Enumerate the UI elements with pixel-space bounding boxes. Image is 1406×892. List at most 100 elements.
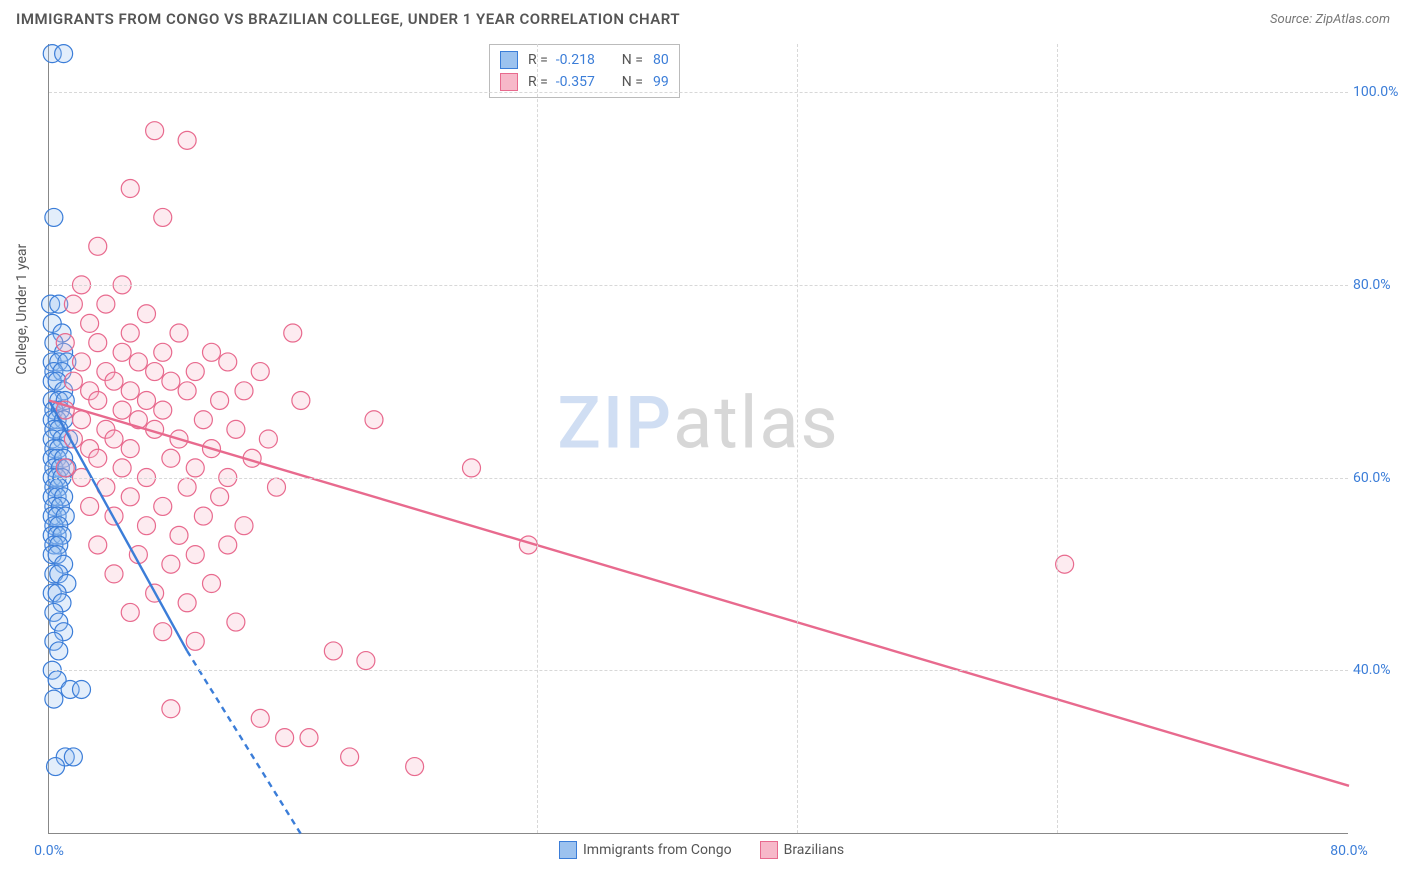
r-value-congo: -0.218 [556, 49, 608, 71]
scatter-point-brazilians [235, 382, 253, 400]
r-label: R = [528, 49, 548, 71]
n-value-congo: 80 [653, 49, 669, 71]
scatter-point-brazilians [162, 372, 180, 390]
scatter-point-congo [45, 208, 63, 226]
scatter-point-brazilians [121, 382, 139, 400]
scatter-point-congo [45, 690, 63, 708]
n-label: N = [622, 71, 643, 93]
scatter-point-brazilians [194, 411, 212, 429]
x-tick-label: 80.0% [1330, 843, 1368, 859]
scatter-point-brazilians [138, 391, 156, 409]
scatter-point-brazilians [194, 507, 212, 525]
scatter-point-brazilians [178, 594, 196, 612]
legend-item-brazilians: Brazilians [760, 841, 845, 859]
chart-plot-area: ZIPatlas R = -0.218 N = 80 R = -0.357 N … [48, 44, 1348, 834]
legend-row-congo: R = -0.218 N = 80 [500, 49, 669, 71]
scatter-point-brazilians [121, 603, 139, 621]
scatter-point-brazilians [186, 363, 204, 381]
scatter-point-congo [64, 748, 82, 766]
scatter-point-brazilians [235, 517, 253, 535]
scatter-point-brazilians [170, 526, 188, 544]
gridline-horizontal [49, 285, 1348, 286]
scatter-point-brazilians [1056, 555, 1074, 573]
scatter-point-brazilians [178, 382, 196, 400]
scatter-point-brazilians [121, 324, 139, 342]
scatter-point-brazilians [227, 420, 245, 438]
scatter-point-brazilians [162, 449, 180, 467]
scatter-point-brazilians [121, 180, 139, 198]
scatter-point-brazilians [146, 363, 164, 381]
chart-title: IMMIGRANTS FROM CONGO VS BRAZILIAN COLLE… [16, 10, 680, 28]
scatter-point-brazilians [89, 334, 107, 352]
scatter-point-brazilians [341, 748, 359, 766]
gridline-horizontal [49, 670, 1348, 671]
scatter-point-brazilians [211, 391, 229, 409]
scatter-point-brazilians [64, 295, 82, 313]
y-tick-label: 80.0% [1353, 277, 1406, 293]
scatter-point-brazilians [113, 343, 131, 361]
scatter-point-brazilians [89, 536, 107, 554]
y-tick-label: 40.0% [1353, 662, 1406, 678]
scatter-point-brazilians [259, 430, 277, 448]
scatter-point-brazilians [357, 652, 375, 670]
scatter-point-brazilians [146, 122, 164, 140]
scatter-point-brazilians [73, 353, 91, 371]
scatter-point-brazilians [73, 411, 91, 429]
scatter-point-brazilians [211, 488, 229, 506]
scatter-point-brazilians [365, 411, 383, 429]
scatter-point-brazilians [113, 459, 131, 477]
scatter-point-brazilians [105, 565, 123, 583]
source-name: ZipAtlas.com [1315, 12, 1390, 27]
legend-label-congo: Immigrants from Congo [583, 842, 732, 858]
legend-item-congo: Immigrants from Congo [559, 841, 732, 859]
scatter-point-brazilians [219, 536, 237, 554]
scatter-point-brazilians [324, 642, 342, 660]
source-prefix: Source: [1270, 12, 1315, 27]
scatter-point-brazilians [56, 334, 74, 352]
scatter-point-brazilians [203, 343, 221, 361]
scatter-point-brazilians [138, 305, 156, 323]
legend-row-brazilians: R = -0.357 N = 99 [500, 71, 669, 93]
scatter-svg [49, 44, 1348, 833]
scatter-point-brazilians [162, 700, 180, 718]
scatter-point-brazilians [64, 372, 82, 390]
legend-correlation: R = -0.218 N = 80 R = -0.357 N = 99 [489, 44, 680, 98]
scatter-point-brazilians [97, 295, 115, 313]
scatter-point-brazilians [406, 758, 424, 776]
scatter-point-brazilians [121, 440, 139, 458]
scatter-point-brazilians [268, 478, 286, 496]
y-tick-label: 60.0% [1353, 470, 1406, 486]
scatter-point-brazilians [113, 401, 131, 419]
legend-series: Immigrants from Congo Brazilians [559, 841, 844, 859]
legend-swatch-congo [559, 841, 577, 859]
scatter-point-brazilians [292, 391, 310, 409]
scatter-point-brazilians [178, 478, 196, 496]
scatter-point-brazilians [89, 237, 107, 255]
scatter-point-brazilians [162, 555, 180, 573]
y-axis-label: College, Under 1 year [14, 244, 30, 375]
scatter-point-brazilians [81, 314, 99, 332]
scatter-point-brazilians [154, 208, 172, 226]
scatter-point-brazilians [463, 459, 481, 477]
legend-swatch-brazilians [760, 841, 778, 859]
scatter-point-brazilians [227, 613, 245, 631]
scatter-point-brazilians [121, 488, 139, 506]
gridline-vertical [537, 44, 538, 833]
scatter-point-brazilians [154, 623, 172, 641]
scatter-point-brazilians [251, 363, 269, 381]
scatter-point-brazilians [105, 430, 123, 448]
r-label: R = [528, 71, 548, 93]
legend-swatch-congo [500, 51, 518, 69]
n-label: N = [622, 49, 643, 71]
legend-label-brazilians: Brazilians [784, 842, 845, 858]
scatter-point-brazilians [276, 729, 294, 747]
x-tick-label: 0.0% [34, 843, 64, 859]
scatter-point-brazilians [154, 497, 172, 515]
scatter-point-brazilians [105, 372, 123, 390]
scatter-point-brazilians [186, 546, 204, 564]
scatter-point-brazilians [56, 459, 74, 477]
gridline-vertical [1057, 44, 1058, 833]
r-value-brazilians: -0.357 [556, 71, 608, 93]
scatter-point-brazilians [89, 391, 107, 409]
scatter-point-brazilians [129, 353, 147, 371]
